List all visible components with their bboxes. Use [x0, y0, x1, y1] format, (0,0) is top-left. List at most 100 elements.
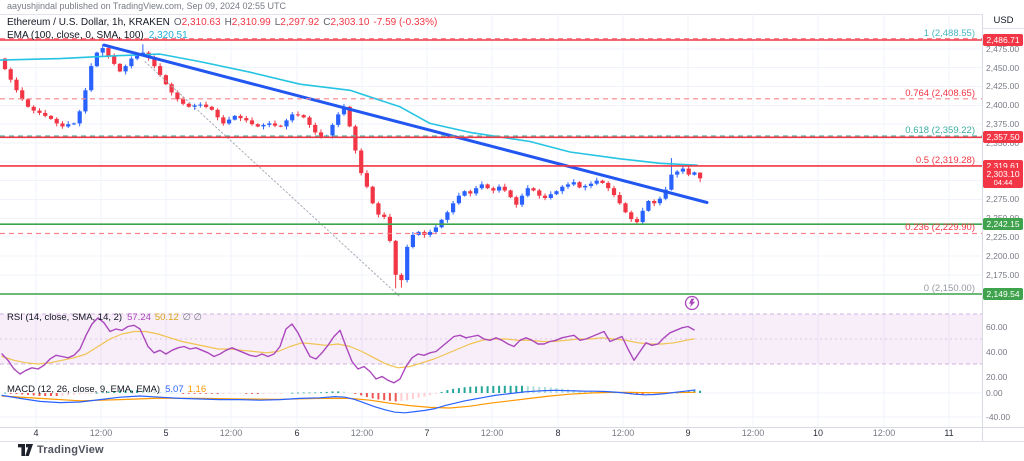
candle-body	[623, 203, 628, 213]
macd-histogram-bar	[78, 393, 81, 395]
macd-histogram-bar	[187, 393, 190, 394]
macd-histogram-bar	[291, 392, 294, 394]
rsi-ma-value: 50.12	[154, 312, 179, 323]
candle-body	[565, 184, 571, 187]
macd-histogram-bar	[400, 393, 403, 401]
candle-body	[364, 173, 369, 187]
macd-histogram-bar	[279, 393, 282, 394]
price-axis[interactable]: 2,475.00 2,450.00 2,425.00 2,400.00 2,375.00…	[983, 0, 1024, 461]
candle-body	[106, 48, 111, 57]
candle-body	[186, 103, 191, 107]
macd-histogram-bar	[164, 392, 167, 394]
macd-histogram-bar	[377, 393, 380, 400]
candle-body	[399, 274, 404, 281]
macd-histogram-bar	[457, 388, 460, 393]
macd-histogram-bar	[394, 393, 397, 402]
ohlc-value: 2,310.63	[181, 17, 221, 28]
symbol-title[interactable]: Ethereum / U.S. Dollar, 1h, KRAKEN	[7, 17, 170, 28]
macd-histogram-bar	[256, 393, 259, 394]
macd-histogram-bar	[113, 391, 116, 393]
price-tick-label: 2,400.00	[986, 100, 1020, 111]
candle-body	[2, 58, 8, 70]
macd-histogram-bar	[325, 391, 328, 393]
candle-body	[117, 63, 122, 72]
macd-histogram-bar	[498, 385, 501, 393]
macd-histogram-bar	[320, 392, 322, 394]
candle-body	[353, 126, 358, 151]
price-tick-label: 2,225.00	[986, 232, 1020, 243]
candle-body	[152, 57, 157, 67]
candle-body	[479, 184, 484, 189]
ema-value: 2,320.51	[148, 30, 188, 41]
time-tick-label: 12:00	[611, 428, 635, 438]
macd-histogram-bar	[641, 393, 644, 396]
candle-body	[502, 186, 507, 191]
time-tick-label: 11	[944, 428, 954, 438]
rsi-tick-label: 60.00	[986, 321, 1008, 332]
macd-histogram-bar	[371, 393, 374, 399]
macd-histogram-bar	[228, 393, 231, 394]
price-tick-label: 2,275.00	[986, 194, 1020, 205]
candle-body	[686, 168, 691, 175]
tradingview-logo[interactable]: TradingView	[18, 444, 104, 456]
candle-body	[445, 212, 450, 220]
time-axis[interactable]: 4 12:00 5 12:00 6 12:00 7 12:00 8 12:00 9 12:00 10 12…	[0, 428, 982, 441]
candle-body	[468, 191, 473, 194]
candle-body	[14, 79, 19, 91]
candle-body	[669, 174, 674, 190]
macd-histogram-bar	[331, 391, 334, 393]
candle-body	[169, 84, 174, 93]
rsi-sma-line	[1, 330, 695, 369]
macd-histogram-bar	[423, 393, 426, 397]
macd-histogram-bar	[90, 393, 93, 394]
macd-histogram-bar	[21, 393, 24, 395]
macd-histogram-bar	[365, 393, 368, 397]
macd-histogram-bar	[411, 393, 414, 399]
candle-body	[313, 124, 318, 133]
macd-histogram-bar	[383, 393, 386, 401]
rsi-pane-legend[interactable]: RSI (14, close, SMA, 14, 2) 57.24 50.12 ∅ ∅	[7, 312, 202, 323]
macd-histogram-bar	[159, 392, 162, 393]
ohlc-value: 2,310.99	[231, 17, 271, 28]
macd-histogram-bar	[429, 393, 432, 396]
macd-pane-legend[interactable]: MACD (12, 26, close, 9, EMA, EMA) 5.07 1.1…	[7, 384, 206, 395]
macd-histogram-bar	[147, 391, 150, 393]
currency-toggle[interactable]: USD	[983, 14, 1024, 29]
price-tick-label: 2,375.00	[986, 119, 1020, 130]
candle-body	[66, 124, 71, 127]
macd-histogram-bar	[354, 393, 357, 394]
candle-body	[77, 111, 82, 124]
overlays	[0, 37, 982, 297]
candle-body	[94, 52, 99, 67]
macd-histogram-bar	[107, 391, 110, 393]
macd-histogram-bar	[210, 393, 213, 394]
candle-body	[307, 117, 312, 125]
macd-histogram-bar	[222, 393, 225, 394]
macd-histogram-bar	[50, 393, 52, 396]
rsi-tick-label: 20.00	[986, 371, 1008, 382]
candle-body	[640, 210, 645, 223]
macd-histogram-bar	[440, 391, 443, 393]
time-tick-label: 12:00	[741, 428, 765, 438]
ohlc-key: C	[323, 17, 331, 28]
macd-histogram-bar	[251, 393, 253, 394]
macd-histogram-bar	[9, 393, 12, 394]
symbol-legend-row[interactable]: Ethereum / U.S. Dollar, 1h, KRAKEN O2,310…	[7, 16, 437, 29]
flash-icon-bolt	[689, 298, 696, 308]
macd-histogram-bar	[245, 393, 248, 394]
candle-body	[675, 171, 680, 175]
macd-histogram-bar	[343, 391, 345, 393]
candle-body	[204, 104, 209, 107]
ema-legend-row[interactable]: EMA (100, close, 0, SMA, 100) 2,320.51	[7, 29, 437, 42]
candle-body	[617, 195, 622, 204]
legend: Ethereum / U.S. Dollar, 1h, KRAKEN O2,310…	[7, 16, 437, 42]
flash-icon[interactable]	[684, 295, 700, 311]
macd-histogram-bar	[4, 392, 6, 394]
time-tick-label: 12:00	[350, 428, 374, 438]
macd-histogram-bar	[480, 386, 483, 393]
macd-histogram-bar	[233, 393, 236, 394]
fib-label: 0.5 (2,319.28)	[915, 155, 975, 167]
macd-histogram-bar	[314, 392, 317, 394]
macd-histogram-bar	[15, 393, 18, 394]
